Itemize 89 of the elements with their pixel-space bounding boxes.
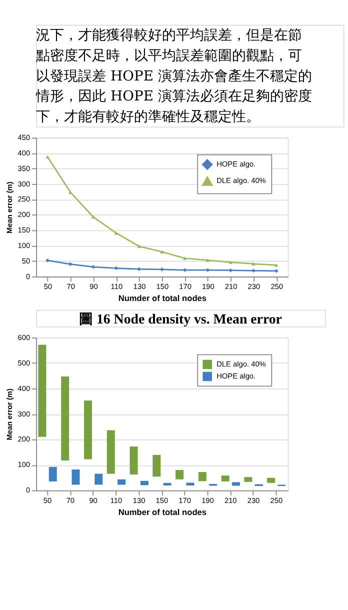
bar — [72, 469, 80, 485]
x-tick-label: 150 — [156, 282, 169, 292]
y-tick-label: 50 — [22, 256, 30, 266]
bar — [140, 480, 148, 486]
point — [160, 250, 164, 254]
legend-label: HOPE algo. — [216, 371, 256, 380]
bar — [152, 454, 161, 477]
x-tick-label: 130 — [133, 282, 146, 292]
bar — [118, 479, 126, 485]
x-tick-label: 170 — [179, 282, 192, 292]
x-tick-label: 210 — [224, 496, 237, 505]
point — [160, 267, 164, 272]
point — [46, 258, 50, 262]
y-tick-label: 450 — [18, 133, 30, 142]
point — [68, 262, 72, 266]
bar — [267, 478, 276, 483]
y-tick-label: 0 — [26, 486, 30, 495]
y-tick-label: 500 — [18, 358, 30, 368]
x-tick-label: 70 — [66, 282, 76, 292]
text: 以發現誤差 HOPE 演算法亦會產生不穩定的 — [36, 68, 312, 84]
bar — [221, 476, 230, 482]
point — [91, 264, 96, 269]
x-tick-label: 90 — [89, 496, 98, 505]
text: 情形，因此 HOPE 演算法必須在足夠的密度 — [35, 88, 312, 105]
x-tick-label: 110 — [110, 496, 122, 505]
point — [274, 263, 278, 267]
legend-label: HOPE algo. — [216, 159, 256, 168]
bar — [94, 474, 103, 485]
x-axis-title: Number of total nodes — [118, 506, 207, 517]
point — [252, 262, 256, 266]
x-tick-label: 110 — [110, 282, 123, 292]
x-tick-label: 170 — [178, 496, 192, 505]
bar — [176, 470, 184, 480]
x-tick-label: 230 — [247, 496, 260, 505]
y-tick-label: 300 — [18, 409, 30, 418]
x-tick-label: 230 — [248, 282, 260, 292]
y-tick-label: 350 — [18, 164, 30, 173]
x-tick-label: 210 — [224, 282, 238, 292]
y-axis-title: Mean error (m) — [5, 388, 14, 440]
x-tick-label: 50 — [43, 496, 52, 505]
y-tick-label: 150 — [18, 226, 30, 235]
legend-label: DLE algo. 40% — [216, 176, 266, 186]
caption: 圖 16 Node density vs. Mean error — [78, 312, 282, 328]
x-axis-title: Numder of total nodes — [118, 293, 207, 304]
point — [137, 244, 142, 248]
x-tick-label: 190 — [202, 282, 214, 292]
y-tick-label: 200 — [18, 210, 30, 220]
point — [137, 267, 142, 272]
y-tick-label: 100 — [18, 460, 30, 470]
x-tick-label: 130 — [132, 496, 146, 505]
point — [46, 155, 50, 159]
x-tick-label: 250 — [270, 282, 284, 292]
y-tick-label: 400 — [18, 384, 30, 393]
point — [182, 256, 187, 260]
point — [206, 258, 210, 262]
point — [114, 266, 118, 270]
bar — [232, 482, 240, 486]
text: 下，才能有較好的準確性及穩定性。 — [36, 109, 260, 126]
point — [252, 268, 256, 273]
bar — [163, 482, 172, 486]
y-tick-label: 0 — [26, 272, 30, 281]
text: 況下，才能獲得較好的平均誤差，但是在節 — [36, 28, 302, 44]
bar — [186, 482, 194, 486]
text: 點密度不足時，以平均誤差範圍的觀點，可 — [35, 48, 302, 64]
y-tick-label: 100 — [18, 240, 30, 250]
y-tick-label: 300 — [18, 179, 30, 188]
y-tick-label: 400 — [18, 148, 30, 158]
bar — [84, 400, 92, 460]
bar — [61, 376, 70, 461]
y-tick-label: 600 — [18, 332, 30, 342]
y-tick-label: 200 — [18, 434, 30, 444]
x-tick-label: 50 — [44, 282, 52, 292]
y-tick-label: 250 — [18, 194, 30, 204]
bar — [244, 477, 252, 482]
bar — [130, 446, 138, 475]
y-axis-title: Mean error (m) — [5, 181, 14, 234]
point — [228, 260, 233, 264]
bar — [48, 466, 57, 482]
x-tick-label: 150 — [156, 496, 168, 505]
bar — [38, 344, 46, 437]
bar — [106, 430, 115, 474]
x-tick-label: 90 — [90, 282, 98, 292]
bar — [198, 472, 206, 482]
legend-label: DLE algo. 40% — [216, 359, 266, 368]
x-tick-label: 250 — [270, 496, 283, 505]
point — [206, 268, 210, 272]
point — [68, 190, 72, 194]
x-tick-label: 190 — [202, 496, 214, 505]
x-tick-label: 70 — [66, 496, 75, 505]
